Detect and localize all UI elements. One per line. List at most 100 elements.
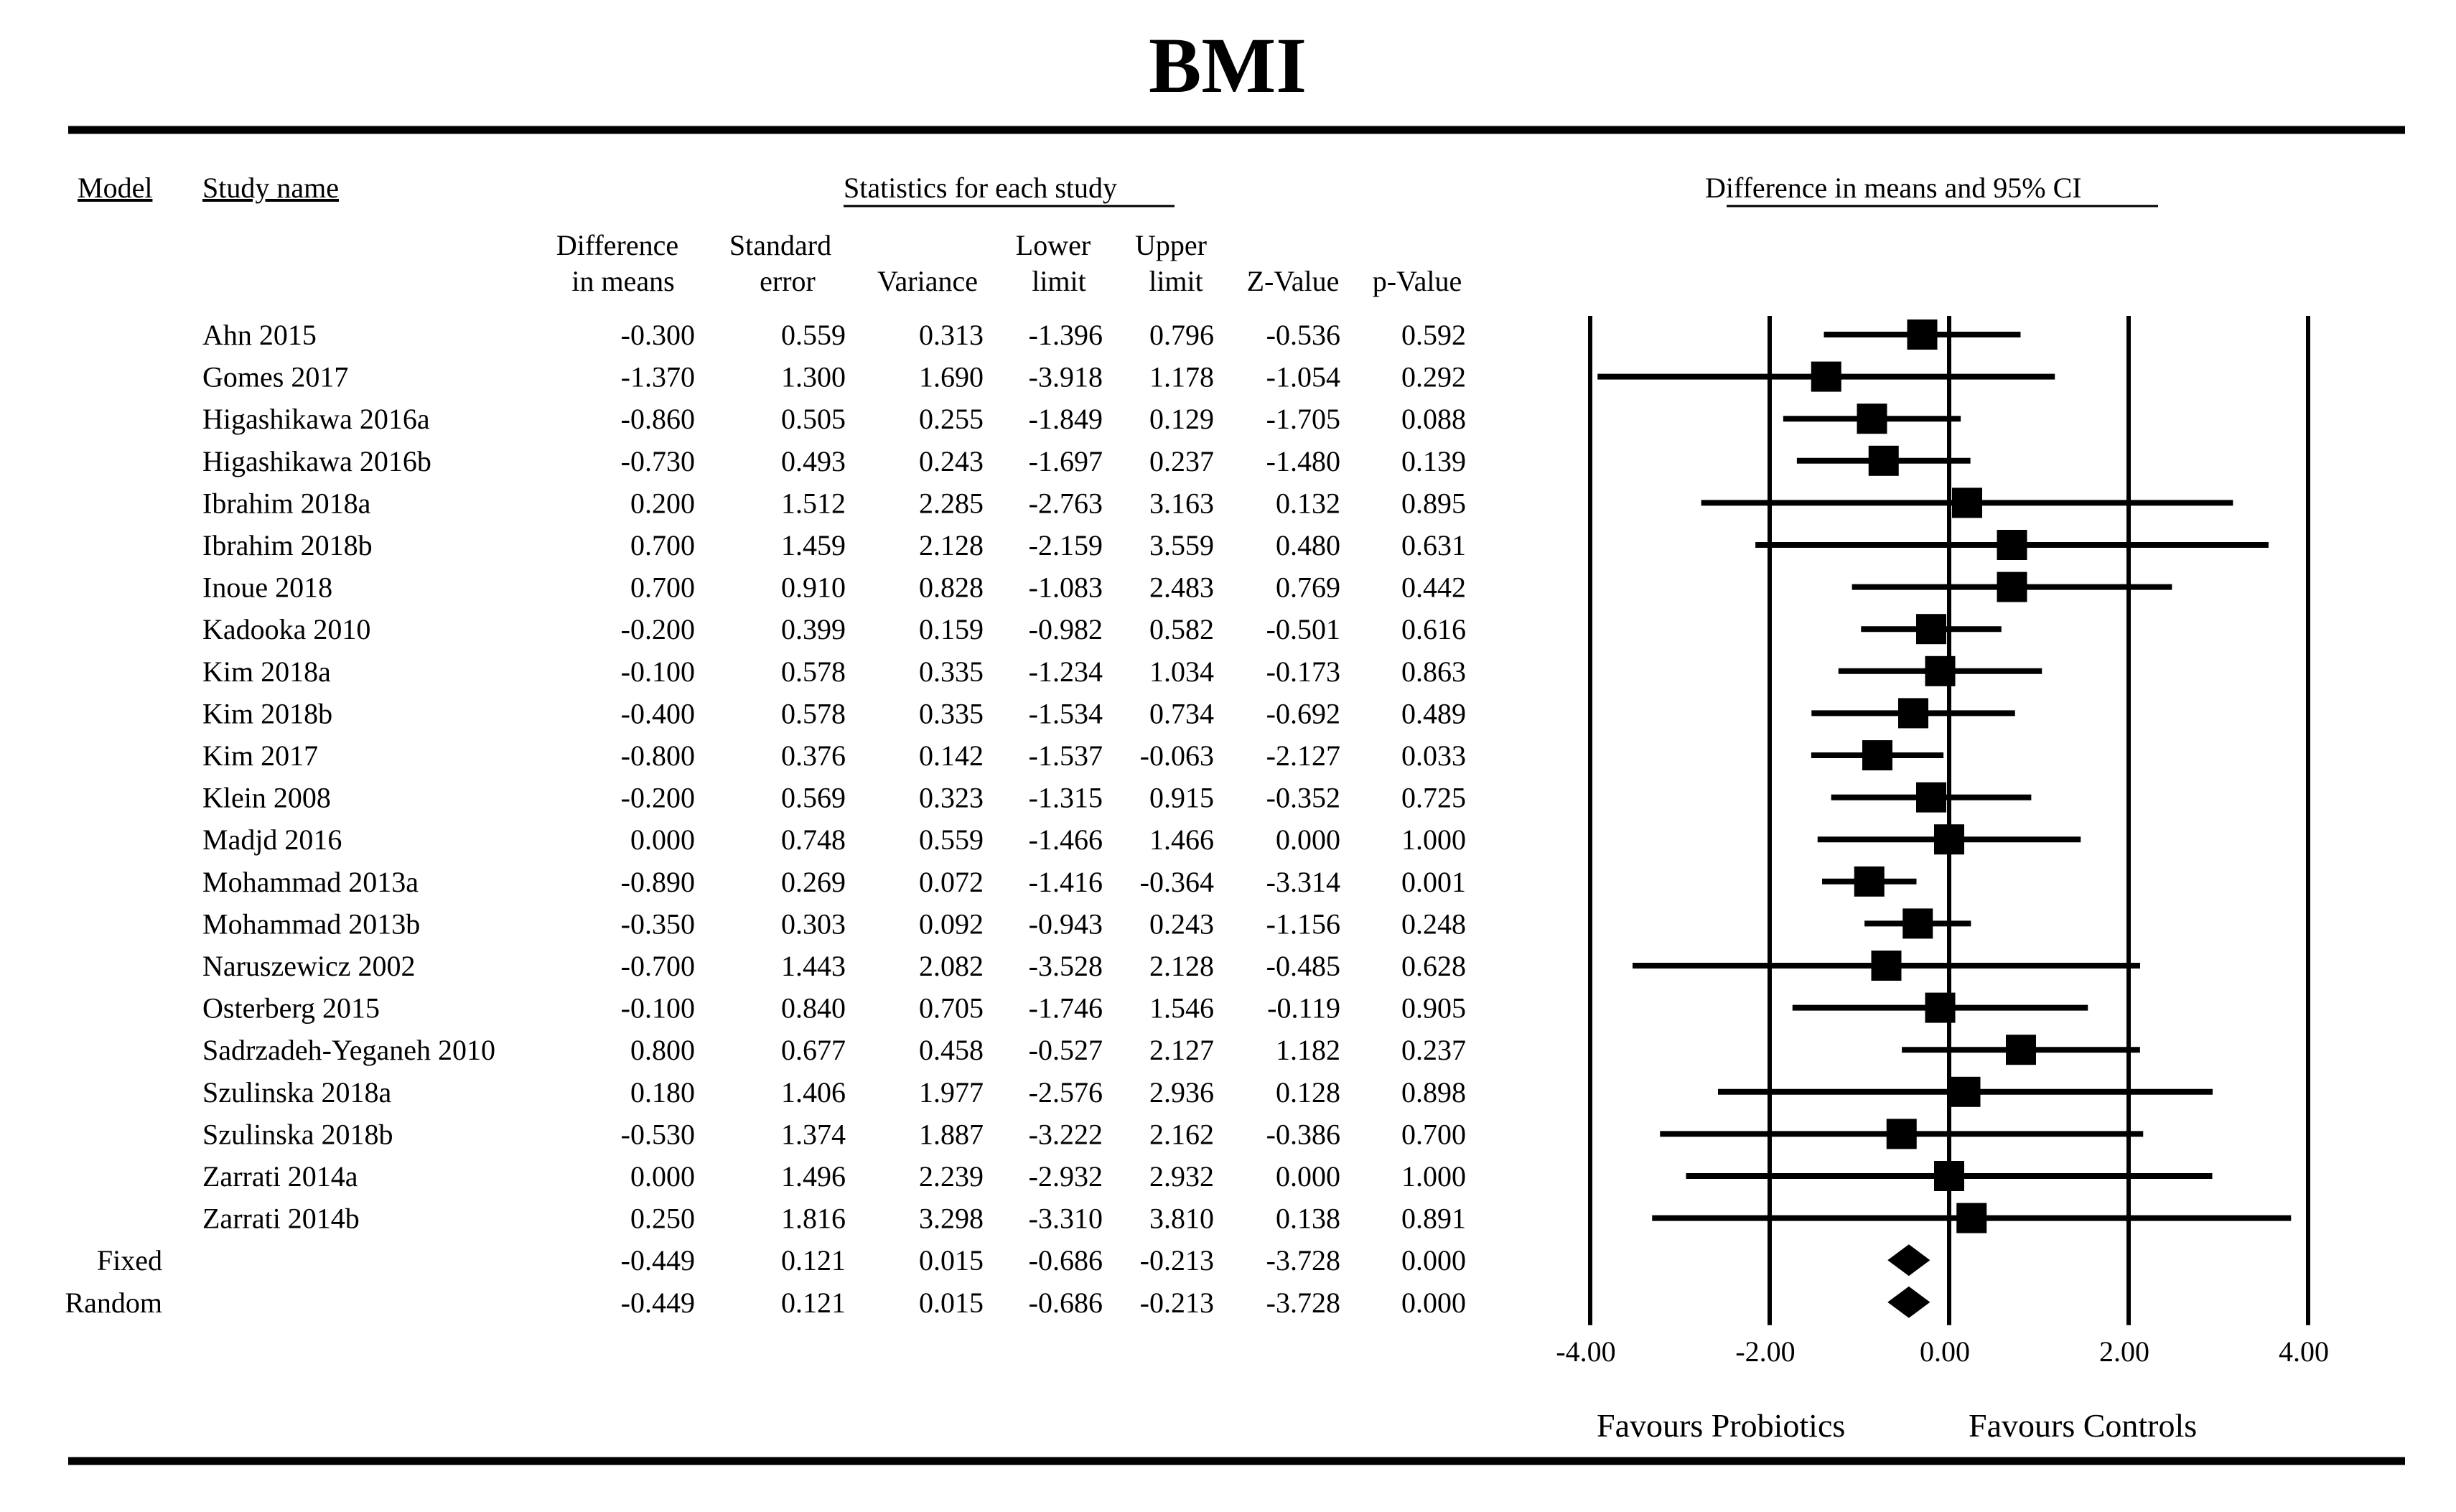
cell-se: 0.677: [781, 1034, 846, 1066]
cell-p: 0.863: [1401, 655, 1466, 688]
cell-lower: -1.396: [1029, 319, 1103, 351]
cell-z: -0.173: [1266, 655, 1340, 688]
cell-diff: -0.200: [621, 613, 695, 645]
study-name: Kadooka 2010: [202, 613, 370, 645]
col-variance: Variance: [877, 265, 978, 297]
header-plot: Difference in means and 95% CI: [1705, 172, 2082, 204]
point-estimate-square: [1886, 1119, 1917, 1149]
cell-var: 0.705: [919, 992, 984, 1025]
cell-se: 1.459: [781, 529, 846, 561]
cell-upper: 0.243: [1149, 907, 1214, 940]
cell-diff: -0.200: [621, 782, 695, 814]
cell-lower: -1.315: [1029, 782, 1103, 814]
cell-p: 0.631: [1401, 529, 1466, 561]
x-tick-label: 4.00: [2279, 1335, 2329, 1368]
cell-p: 0.001: [1401, 866, 1466, 898]
col-diff-line2: in means: [571, 265, 674, 297]
cell-var: 0.072: [919, 866, 984, 898]
cell-p: 0.088: [1401, 403, 1466, 435]
cell-var: 1.977: [919, 1076, 984, 1109]
cell-upper: 3.163: [1149, 487, 1214, 519]
cell-upper: -0.213: [1140, 1287, 1214, 1319]
study-name: Klein 2008: [202, 782, 331, 814]
cell-z: -1.054: [1266, 361, 1340, 393]
point-estimate-square: [1862, 740, 1892, 770]
cell-var: 0.335: [919, 655, 984, 688]
cell-diff: -0.100: [621, 655, 695, 688]
point-estimate-square: [1952, 487, 1982, 518]
cell-upper: 0.237: [1149, 445, 1214, 477]
cell-upper: 2.483: [1149, 571, 1214, 604]
cell-z: -0.536: [1266, 319, 1340, 351]
cell-upper: 0.915: [1149, 782, 1214, 814]
header-model: Model: [78, 172, 152, 204]
cell-upper: -0.063: [1140, 739, 1214, 772]
summary-diamond: [1887, 1244, 1930, 1277]
cell-z: -3.314: [1266, 866, 1340, 898]
cell-z: -0.386: [1266, 1118, 1340, 1150]
cell-diff: 0.250: [630, 1203, 695, 1235]
point-estimate-square: [1902, 908, 1933, 939]
cell-se: 0.303: [781, 907, 846, 940]
cell-p: 0.000: [1401, 1244, 1466, 1277]
col-se-line2: error: [760, 265, 816, 297]
cell-diff: 0.800: [630, 1034, 695, 1066]
cell-z: 0.769: [1276, 571, 1340, 604]
point-estimate-square: [2006, 1035, 2036, 1065]
cell-se: 0.493: [781, 445, 846, 477]
cell-lower: -3.310: [1029, 1203, 1103, 1235]
study-name: Ibrahim 2018b: [202, 529, 373, 561]
col-lower-line2: limit: [1032, 265, 1086, 297]
cell-p: 0.237: [1401, 1034, 1466, 1066]
cell-upper: -0.364: [1140, 866, 1214, 898]
study-name: Madjd 2016: [202, 823, 342, 856]
x-tick-label: 2.00: [2099, 1335, 2149, 1368]
cell-p: 0.033: [1401, 739, 1466, 772]
cell-z: -1.705: [1266, 403, 1340, 435]
study-name: Inoue 2018: [202, 571, 332, 604]
study-name: Osterberg 2015: [202, 992, 380, 1025]
cell-diff: -0.700: [621, 950, 695, 982]
cell-var: 0.559: [919, 823, 984, 856]
cell-z: -1.480: [1266, 445, 1340, 477]
cell-lower: -0.686: [1029, 1244, 1103, 1277]
col-upper-line2: limit: [1149, 265, 1203, 297]
cell-se: 0.578: [781, 655, 846, 688]
cell-upper: 1.466: [1149, 823, 1214, 856]
study-name: Sadrzadeh-Yeganeh 2010: [202, 1034, 495, 1066]
point-estimate-square: [1950, 1076, 1981, 1107]
col-p-value: p-Value: [1373, 265, 1462, 297]
point-estimate-square: [1854, 866, 1885, 897]
cell-var: 1.887: [919, 1118, 984, 1150]
cell-lower: -0.527: [1029, 1034, 1103, 1066]
header-statistics: Statistics for each study: [844, 172, 1117, 204]
cell-se: 1.443: [781, 950, 846, 982]
cell-lower: -1.534: [1029, 697, 1103, 729]
cell-upper: 1.546: [1149, 992, 1214, 1025]
cell-se: 0.269: [781, 866, 846, 898]
cell-diff: -0.730: [621, 445, 695, 477]
favours-probiotics-label: Favours Probiotics: [1597, 1407, 1845, 1444]
cell-lower: -0.943: [1029, 907, 1103, 940]
x-tick-label: 0.00: [1920, 1335, 1970, 1368]
cell-var: 0.159: [919, 613, 984, 645]
cell-upper: 2.127: [1149, 1034, 1214, 1066]
cell-p: 0.442: [1401, 571, 1466, 604]
study-name: Ibrahim 2018a: [202, 487, 371, 519]
cell-var: 0.255: [919, 403, 984, 435]
cell-se: 0.578: [781, 697, 846, 729]
cell-var: 2.082: [919, 950, 984, 982]
cell-se: 1.512: [781, 487, 846, 519]
point-estimate-square: [1916, 614, 1946, 645]
cell-lower: -3.918: [1029, 361, 1103, 393]
cell-se: 0.748: [781, 823, 846, 856]
study-name: Ahn 2015: [202, 319, 317, 351]
cell-var: 0.142: [919, 739, 984, 772]
cell-var: 3.298: [919, 1203, 984, 1235]
study-name: Kim 2017: [202, 739, 318, 772]
point-estimate-square: [1898, 698, 1928, 729]
cell-diff: 0.700: [630, 571, 695, 604]
point-estimate-square: [1868, 445, 1899, 476]
cell-upper: 2.932: [1149, 1160, 1214, 1193]
